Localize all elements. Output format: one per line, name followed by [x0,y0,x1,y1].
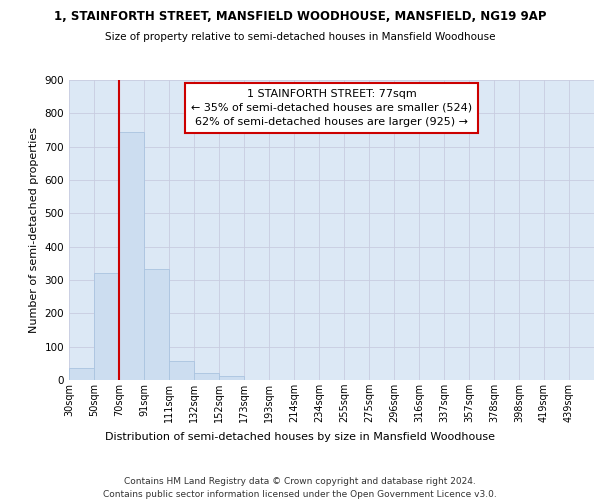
Y-axis label: Number of semi-detached properties: Number of semi-detached properties [29,127,39,333]
Text: Contains public sector information licensed under the Open Government Licence v3: Contains public sector information licen… [103,490,497,499]
Text: Distribution of semi-detached houses by size in Mansfield Woodhouse: Distribution of semi-detached houses by … [105,432,495,442]
Bar [94,272,119,380]
Text: Contains HM Land Registry data © Crown copyright and database right 2024.: Contains HM Land Registry data © Crown c… [124,478,476,486]
Bar [69,368,94,380]
Bar [169,361,194,380]
Bar [194,372,219,380]
Bar [219,376,244,380]
Bar [144,270,169,380]
Text: Size of property relative to semi-detached houses in Mansfield Woodhouse: Size of property relative to semi-detach… [105,32,495,42]
Bar [119,132,144,380]
Text: 1 STAINFORTH STREET: 77sqm
← 35% of semi-detached houses are smaller (524)
62% o: 1 STAINFORTH STREET: 77sqm ← 35% of semi… [191,89,472,127]
Text: 1, STAINFORTH STREET, MANSFIELD WOODHOUSE, MANSFIELD, NG19 9AP: 1, STAINFORTH STREET, MANSFIELD WOODHOUS… [54,10,546,23]
